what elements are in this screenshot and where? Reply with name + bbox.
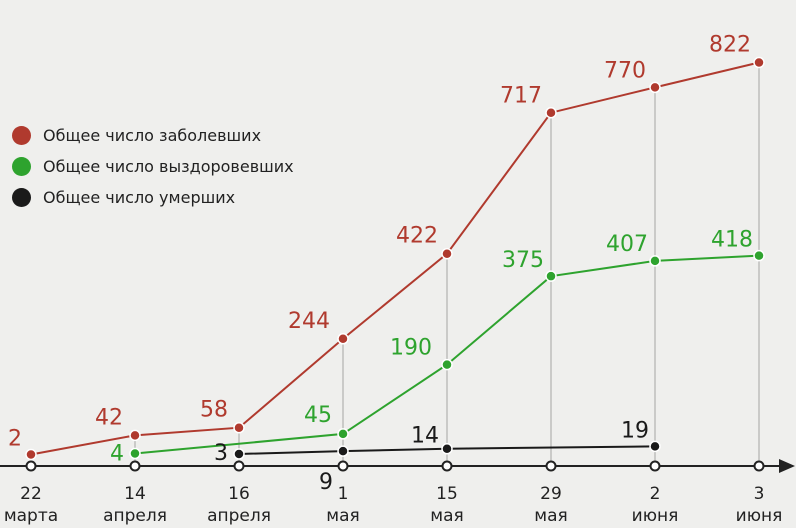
data-point xyxy=(753,56,765,69)
data-point xyxy=(233,421,245,434)
x-tick-marker xyxy=(233,460,245,472)
data-point xyxy=(337,428,349,440)
x-tick-label-month: мая xyxy=(430,506,463,526)
data-label: 4 xyxy=(110,442,124,467)
series-line-1 xyxy=(134,254,760,455)
x-axis-arrow xyxy=(779,459,795,473)
x-tick-label-day: 2 xyxy=(650,484,661,504)
data-point xyxy=(441,358,453,371)
x-tick-label-month: мая xyxy=(534,506,567,526)
x-tick-marker xyxy=(545,460,557,472)
legend-item-recovered: Общее число выздоровевших xyxy=(12,151,294,182)
data-label: 422 xyxy=(396,224,438,249)
data-point xyxy=(649,440,661,453)
data-point xyxy=(649,255,661,267)
drop-lines xyxy=(134,62,760,466)
data-label: 770 xyxy=(604,58,646,83)
data-label: 190 xyxy=(390,336,432,361)
x-tick-marker xyxy=(129,460,141,472)
data-point xyxy=(25,448,37,461)
data-label: 244 xyxy=(288,309,330,334)
data-label: 3 xyxy=(214,441,228,466)
x-tick-label-day: 3 xyxy=(754,484,765,504)
x-tick-label-month: апреля xyxy=(207,506,271,526)
x-tick-label-day: 29 xyxy=(540,484,562,504)
x-tick-label-day: 22 xyxy=(20,484,42,504)
x-tick-label-day: 1 xyxy=(338,484,349,504)
data-point xyxy=(441,247,453,260)
data-point xyxy=(337,445,349,457)
legend-label-deaths: Общее число умерших xyxy=(43,188,236,207)
data-label: 45 xyxy=(304,403,332,428)
data-point xyxy=(545,270,557,282)
series-lines xyxy=(30,61,760,456)
data-label: 717 xyxy=(500,84,542,109)
data-label: 58 xyxy=(200,398,228,423)
x-tick-label-day: 15 xyxy=(436,484,458,504)
legend-label-recovered: Общее число выздоровевших xyxy=(43,157,294,176)
data-label: 14 xyxy=(411,424,439,449)
data-point xyxy=(441,442,453,455)
series-line-2 xyxy=(238,445,656,455)
data-point xyxy=(753,249,765,262)
x-tick-label-day: 16 xyxy=(228,484,250,504)
legend: Общее число заболевших Общее число выздо… xyxy=(12,120,294,213)
data-labels: 2 42 58 244 422 717 770 822 4 45 190 375 407 418 3 9 14 1… xyxy=(8,33,753,496)
x-tick-marker xyxy=(337,460,349,472)
data-label: 2 xyxy=(8,426,22,451)
data-points xyxy=(25,56,765,461)
x-tick-marker xyxy=(649,460,661,472)
data-point xyxy=(649,81,661,94)
x-tick-label-month: июня xyxy=(632,506,679,526)
x-tick-label-month: мая xyxy=(326,506,359,526)
x-tick-marker xyxy=(441,460,453,472)
legend-swatch-recovered xyxy=(12,157,31,176)
data-label: 375 xyxy=(502,248,544,273)
legend-item-cases: Общее число заболевших xyxy=(12,120,294,151)
x-tick-label-month: марта xyxy=(4,506,58,526)
data-point xyxy=(129,447,141,460)
legend-label-cases: Общее число заболевших xyxy=(43,126,262,145)
legend-swatch-cases xyxy=(12,126,31,145)
legend-item-deaths: Общее число умерших xyxy=(12,182,294,213)
data-label: 42 xyxy=(95,405,123,430)
x-tick-label-month: июня xyxy=(736,506,783,526)
data-point xyxy=(545,106,557,119)
data-point xyxy=(233,448,245,460)
x-tick-label-month: апреля xyxy=(103,506,167,526)
x-tick-marker xyxy=(25,460,37,472)
x-tick-label-day: 14 xyxy=(124,484,146,504)
x-tick-marker xyxy=(753,460,765,472)
x-tick-labels: 22марта14апреля16апреля1мая15мая29мая2ию… xyxy=(4,484,783,526)
data-point xyxy=(129,429,141,442)
data-point xyxy=(337,333,349,345)
series-line-0 xyxy=(30,61,760,456)
data-label: 9 xyxy=(319,470,333,495)
x-axis xyxy=(0,459,795,473)
data-label: 822 xyxy=(709,33,751,58)
data-label: 19 xyxy=(621,418,649,443)
legend-swatch-deaths xyxy=(12,188,31,207)
data-label: 418 xyxy=(711,228,753,253)
data-label: 407 xyxy=(606,232,648,257)
